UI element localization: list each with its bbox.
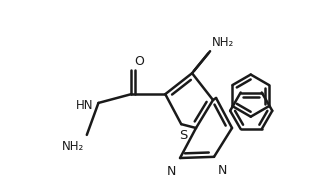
Text: HN: HN bbox=[76, 100, 94, 112]
Text: S: S bbox=[179, 129, 187, 142]
Text: N: N bbox=[166, 165, 176, 178]
Text: N: N bbox=[218, 164, 227, 177]
Text: O: O bbox=[134, 55, 144, 68]
Text: NH₂: NH₂ bbox=[212, 36, 234, 49]
Text: NH₂: NH₂ bbox=[62, 140, 84, 153]
